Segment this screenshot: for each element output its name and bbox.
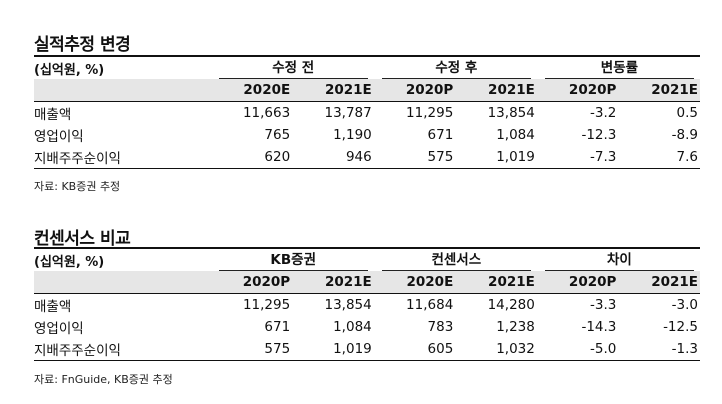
cell: -5.0 bbox=[590, 341, 617, 357]
table-row: 매출액 11,295 13,854 11,684 14,280 -3.3 -3.… bbox=[34, 294, 700, 317]
subheader-blank bbox=[34, 271, 211, 294]
cell: 1,190 bbox=[333, 127, 372, 143]
group-header: 변동률 bbox=[537, 56, 700, 79]
cell: 11,295 bbox=[242, 297, 291, 313]
cell: 1,019 bbox=[333, 341, 372, 357]
cell: -8.9 bbox=[671, 127, 698, 143]
row-label: 지배주주순이익 bbox=[34, 151, 121, 167]
section-title: 컨센서스 비교 bbox=[34, 229, 131, 249]
cell: 0.5 bbox=[676, 105, 698, 121]
cell: 1,238 bbox=[496, 319, 535, 335]
table-row: 지배주주순이익 575 1,019 605 1,032 -5.0 -1.3 bbox=[34, 338, 700, 361]
cell: 946 bbox=[345, 149, 372, 165]
cell: 1,019 bbox=[496, 149, 535, 165]
cell: -3.3 bbox=[590, 297, 617, 313]
year-header: 2020P bbox=[536, 271, 619, 294]
cell: -14.3 bbox=[581, 319, 617, 335]
cell: -12.5 bbox=[663, 319, 698, 335]
cell: 783 bbox=[427, 319, 454, 335]
year-header: 2021E bbox=[455, 79, 537, 102]
source-note: 자료: KB증권 추정 bbox=[34, 180, 121, 193]
cell: -1.3 bbox=[671, 341, 698, 357]
table-row: 영업이익 765 1,190 671 1,084 -12.3 -8.9 bbox=[34, 124, 700, 146]
year-header: 2020P bbox=[536, 79, 619, 102]
year-header: 2020P bbox=[373, 79, 456, 102]
row-label: 매출액 bbox=[34, 299, 72, 315]
row-label: 영업이익 bbox=[34, 129, 84, 145]
year-header: 2021E bbox=[292, 271, 374, 294]
cell: 7.6 bbox=[676, 149, 698, 165]
section-title: 실적추정 변경 bbox=[34, 35, 131, 55]
cell: 1,084 bbox=[496, 127, 535, 143]
cell: 765 bbox=[264, 127, 291, 143]
table-row: 지배주주순이익 620 946 575 1,019 -7.3 7.6 bbox=[34, 146, 700, 169]
year-header: 2020E bbox=[210, 79, 293, 102]
year-header: 2020P bbox=[210, 271, 293, 294]
year-header: 2021E bbox=[455, 271, 537, 294]
unit-label: (십억원, %) bbox=[34, 254, 105, 270]
source-note: 자료: FnGuide, KB증권 추정 bbox=[34, 373, 173, 386]
cell: 1,032 bbox=[496, 341, 535, 357]
table-row: 영업이익 671 1,084 783 1,238 -14.3 -12.5 bbox=[34, 316, 700, 338]
consensus-comparison-table: (십억원, %) KB증권 컨센서스 차이 2020P 2021E 2020E … bbox=[34, 247, 700, 361]
cell: 620 bbox=[264, 149, 291, 165]
cell: -3.0 bbox=[671, 297, 698, 313]
group-header: 차이 bbox=[537, 248, 700, 271]
cell: 11,663 bbox=[242, 105, 291, 121]
cell: 13,787 bbox=[324, 105, 372, 121]
cell: 1,084 bbox=[333, 319, 372, 335]
cell: 575 bbox=[427, 149, 454, 165]
unit-label: (십억원, %) bbox=[34, 62, 105, 78]
year-header: 2021E bbox=[292, 79, 374, 102]
year-header: 2021E bbox=[618, 79, 700, 102]
table-row: 매출액 11,663 13,787 11,295 13,854 -3.2 0.5 bbox=[34, 102, 700, 125]
cell: -12.3 bbox=[581, 127, 617, 143]
group-header: 수정 후 bbox=[374, 56, 537, 79]
earnings-revision-table: (십억원, %) 수정 전 수정 후 변동률 2020E 2021E 2020P… bbox=[34, 55, 700, 169]
group-header: KB증권 bbox=[211, 248, 374, 271]
cell: 11,684 bbox=[406, 297, 454, 313]
row-label: 영업이익 bbox=[34, 321, 84, 337]
row-label: 지배주주순이익 bbox=[34, 343, 121, 359]
cell: 671 bbox=[264, 319, 291, 335]
year-header: 2021E bbox=[618, 271, 700, 294]
cell: 671 bbox=[427, 127, 454, 143]
group-header: 컨센서스 bbox=[374, 248, 537, 271]
group-header: 수정 전 bbox=[211, 56, 374, 79]
cell: 13,854 bbox=[487, 105, 535, 121]
cell: 13,854 bbox=[324, 297, 372, 313]
cell: 575 bbox=[264, 341, 291, 357]
cell: 11,295 bbox=[406, 105, 454, 121]
cell: -3.2 bbox=[590, 105, 617, 121]
row-label: 매출액 bbox=[34, 107, 72, 123]
cell: 605 bbox=[427, 341, 454, 357]
year-header: 2020E bbox=[373, 271, 456, 294]
cell: 14,280 bbox=[487, 297, 535, 313]
cell: -7.3 bbox=[590, 149, 617, 165]
subheader-blank bbox=[34, 79, 211, 102]
